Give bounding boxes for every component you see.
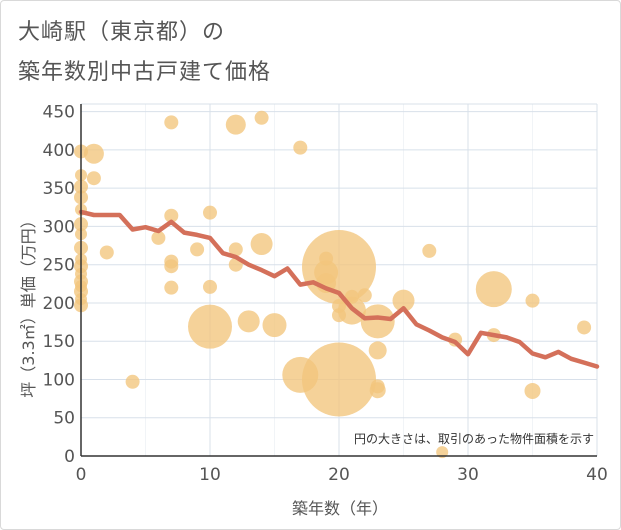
bubble-point — [190, 242, 205, 257]
bubble-series — [74, 110, 592, 459]
bubble-point — [250, 233, 273, 256]
bubble-point — [237, 310, 260, 333]
bubble-point — [188, 304, 232, 349]
y-tick-label: 200 — [43, 294, 75, 314]
bubble-point — [360, 304, 395, 339]
y-tick-label: 50 — [53, 409, 75, 429]
bubble-point — [151, 230, 166, 245]
bubble-point — [422, 243, 437, 258]
bubble-point — [164, 208, 179, 223]
bubble-point — [86, 171, 101, 186]
y-tick-label: 350 — [43, 179, 75, 199]
bubble-point — [164, 115, 179, 130]
y-tick-label: 300 — [43, 217, 75, 237]
y-tick-label: 150 — [43, 332, 75, 352]
bubble-point — [524, 382, 541, 399]
bubble-point — [164, 259, 179, 274]
bubble-point — [164, 280, 179, 295]
bubble-point — [225, 114, 246, 135]
y-axis-label: 坪（3.3㎡）単価（万円） — [19, 212, 38, 397]
chart-title-line-1: 大崎駅（東京都）の — [18, 20, 226, 45]
bubble-point — [368, 341, 387, 360]
bubble-point — [254, 110, 269, 125]
x-tick-label: 10 — [199, 465, 221, 485]
bubble-point — [99, 245, 114, 260]
y-tick-label: 250 — [43, 256, 75, 276]
x-tick-label: 30 — [457, 465, 479, 485]
bubble-point — [436, 446, 449, 459]
x-tick-label: 0 — [76, 465, 87, 485]
x-tick-label: 20 — [328, 465, 350, 485]
bubble-point — [293, 140, 308, 155]
bubble-point — [475, 271, 512, 308]
bubble-point — [125, 374, 140, 389]
bubble-point — [369, 382, 386, 399]
y-tick-label: 450 — [43, 103, 75, 123]
bubble-point — [83, 143, 104, 164]
bubble-point — [203, 205, 217, 220]
bubble-point — [392, 289, 415, 312]
x-axis-label: 築年数（年） — [292, 499, 388, 518]
bubble-point — [525, 293, 540, 308]
bubble-point — [577, 320, 592, 335]
bubble-point — [228, 242, 243, 257]
y-tick-label: 0 — [64, 447, 75, 467]
y-tick-label: 400 — [43, 141, 75, 161]
chart-title-line-2: 築年数別中古戸建て価格 — [18, 60, 272, 85]
axes: 0 50 100 150 200 250 300 350 400 450 0 10 20 30 40 — [43, 103, 608, 485]
bubble-point — [302, 342, 376, 417]
bubble-point — [344, 289, 359, 304]
x-tick-label: 40 — [586, 465, 608, 485]
y-tick-label: 100 — [43, 370, 75, 390]
trend-line — [78, 209, 600, 369]
bubble-point — [357, 288, 372, 303]
size-annotation: 円の大きさは、取引のあった物件面積を示す — [354, 431, 594, 446]
bubble-point — [262, 313, 287, 338]
bubble-point — [203, 279, 217, 294]
